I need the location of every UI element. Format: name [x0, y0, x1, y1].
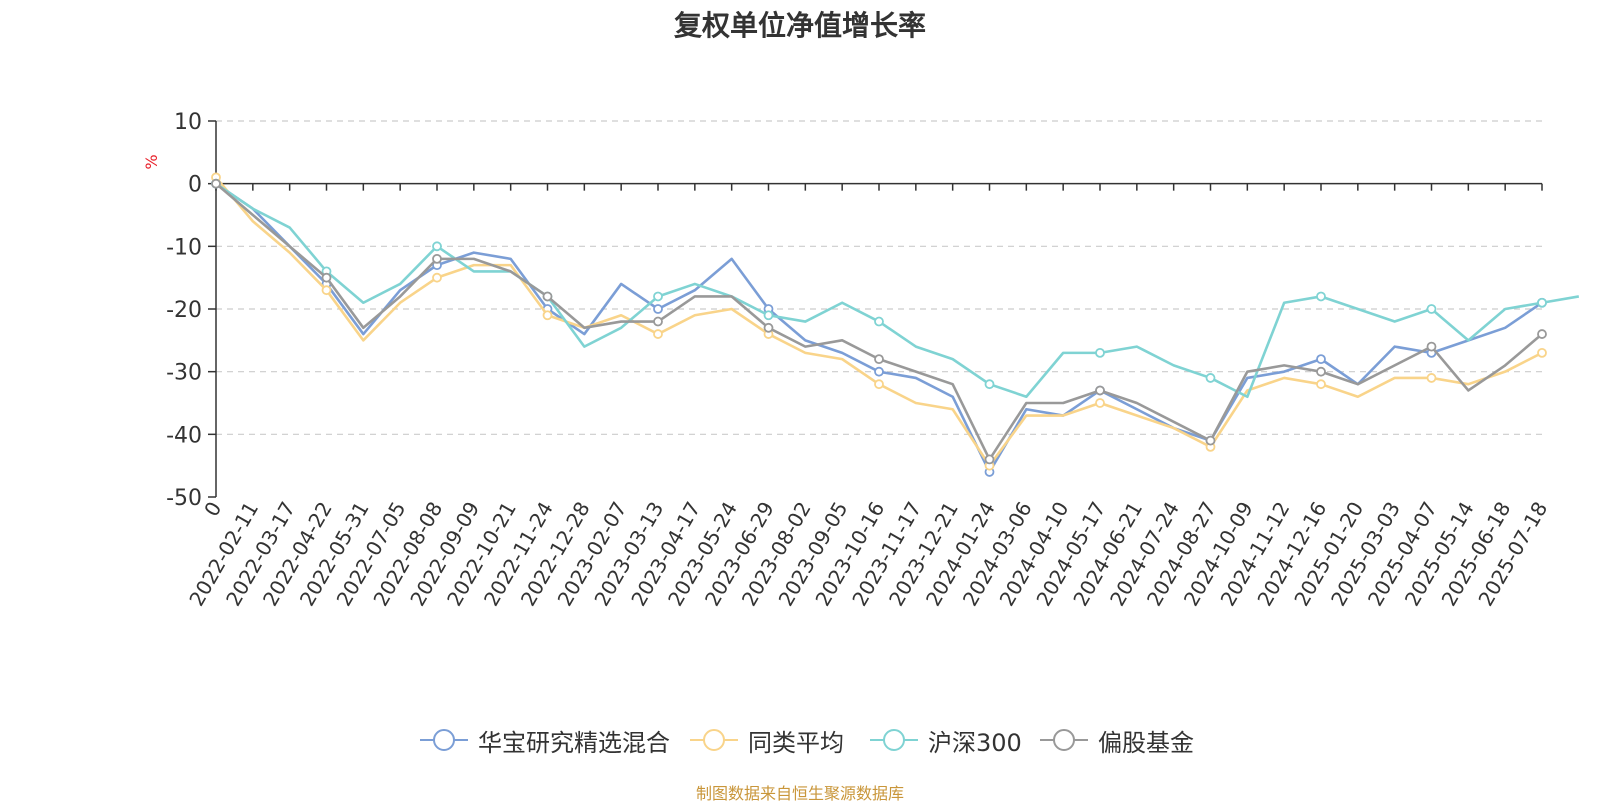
y-tick-label--50: -50: [166, 486, 202, 511]
series-2-point-21: [984, 379, 995, 390]
legend-swatch-marker-1: [703, 729, 725, 751]
series-3-point-0: [211, 178, 221, 189]
y-tick-label--30: -30: [166, 361, 202, 386]
series-3-point-3: [321, 272, 332, 283]
series-3-point-30: [1316, 366, 1326, 377]
legend-item-0[interactable]: 华宝研究精选混合: [418, 722, 670, 758]
legend-swatch-marker-0: [433, 729, 455, 751]
series-1-point-9: [542, 310, 553, 321]
legend-swatch-marker-2: [883, 729, 905, 751]
legend-swatch-3: [1040, 729, 1088, 751]
series-3-point-6: [432, 253, 442, 264]
series-0-point-12: [653, 304, 663, 314]
series-1-point-30: [1316, 379, 1326, 390]
legend-label-1: 同类平均: [748, 728, 844, 757]
series-line-0: [215, 182, 1543, 474]
y-tick-label--10: -10: [166, 235, 202, 260]
y-tick-label-0: 0: [188, 173, 202, 198]
series-2-point-15: [763, 310, 774, 321]
series-0-point-30: [1316, 354, 1326, 365]
y-tick-label--20: -20: [166, 298, 202, 323]
x-tick-label-0: 0: [199, 498, 226, 521]
legend: 华宝研究精选混合 同类平均 沪深300 偏股基金: [0, 722, 1600, 758]
series-3-point-9: [542, 291, 553, 302]
legend-label-2: 沪深300: [928, 728, 1022, 757]
series-2-point-12: [653, 291, 663, 302]
series-3-point-12: [653, 316, 663, 327]
series-1-point-33: [1426, 373, 1437, 383]
series-3-point-33: [1426, 341, 1437, 352]
series-1-point-3: [321, 285, 332, 296]
series-lines: [211, 172, 1580, 477]
y-tick-label-10: 10: [174, 110, 202, 135]
chart-title: 复权单位净值增长率: [673, 9, 926, 42]
series-2-point-30: [1316, 291, 1326, 302]
series-1-point-18: [874, 379, 884, 390]
series-line-2: [215, 182, 1580, 399]
series-2-point-6: [432, 241, 442, 252]
legend-swatch-0: [420, 729, 468, 751]
series-2-point-36: [1537, 297, 1547, 308]
legend-label-0: 华宝研究精选混合: [478, 728, 670, 757]
tick-labels: 100-10-20-30-40-50%02022-02-112022-03-17…: [142, 110, 1552, 610]
legend-swatch-1: [690, 729, 738, 751]
legend-swatch-2: [870, 729, 918, 751]
series-1-point-36: [1537, 347, 1547, 358]
series-3-point-24: [1095, 385, 1105, 396]
axes: [208, 120, 1543, 498]
series-2-point-33: [1426, 304, 1437, 314]
series-3-point-15: [763, 322, 774, 333]
series-2-point-18: [874, 316, 884, 327]
legend-item-1[interactable]: 同类平均: [688, 722, 844, 758]
legend-item-3[interactable]: 偏股基金: [1038, 722, 1194, 758]
y-tick-label--40: -40: [166, 423, 202, 448]
series-0-point-18: [874, 366, 884, 377]
legend-item-2[interactable]: 沪深300: [868, 722, 1022, 758]
series-2-point-24: [1095, 347, 1105, 358]
y-axis-label: %: [142, 154, 161, 169]
series-3-point-36: [1537, 329, 1547, 339]
series-1-point-6: [432, 272, 442, 283]
source-note: 制图数据来自恒生聚源数据库: [695, 784, 904, 803]
series-3-point-27: [1205, 435, 1216, 446]
legend-label-3: 偏股基金: [1098, 728, 1194, 757]
series-1-point-12: [653, 329, 663, 339]
series-1-point-24: [1095, 398, 1105, 408]
series-2-point-27: [1205, 373, 1216, 383]
series-3-point-21: [984, 454, 995, 465]
series-3-point-18: [874, 354, 884, 365]
legend-swatch-marker-3: [1053, 729, 1075, 751]
